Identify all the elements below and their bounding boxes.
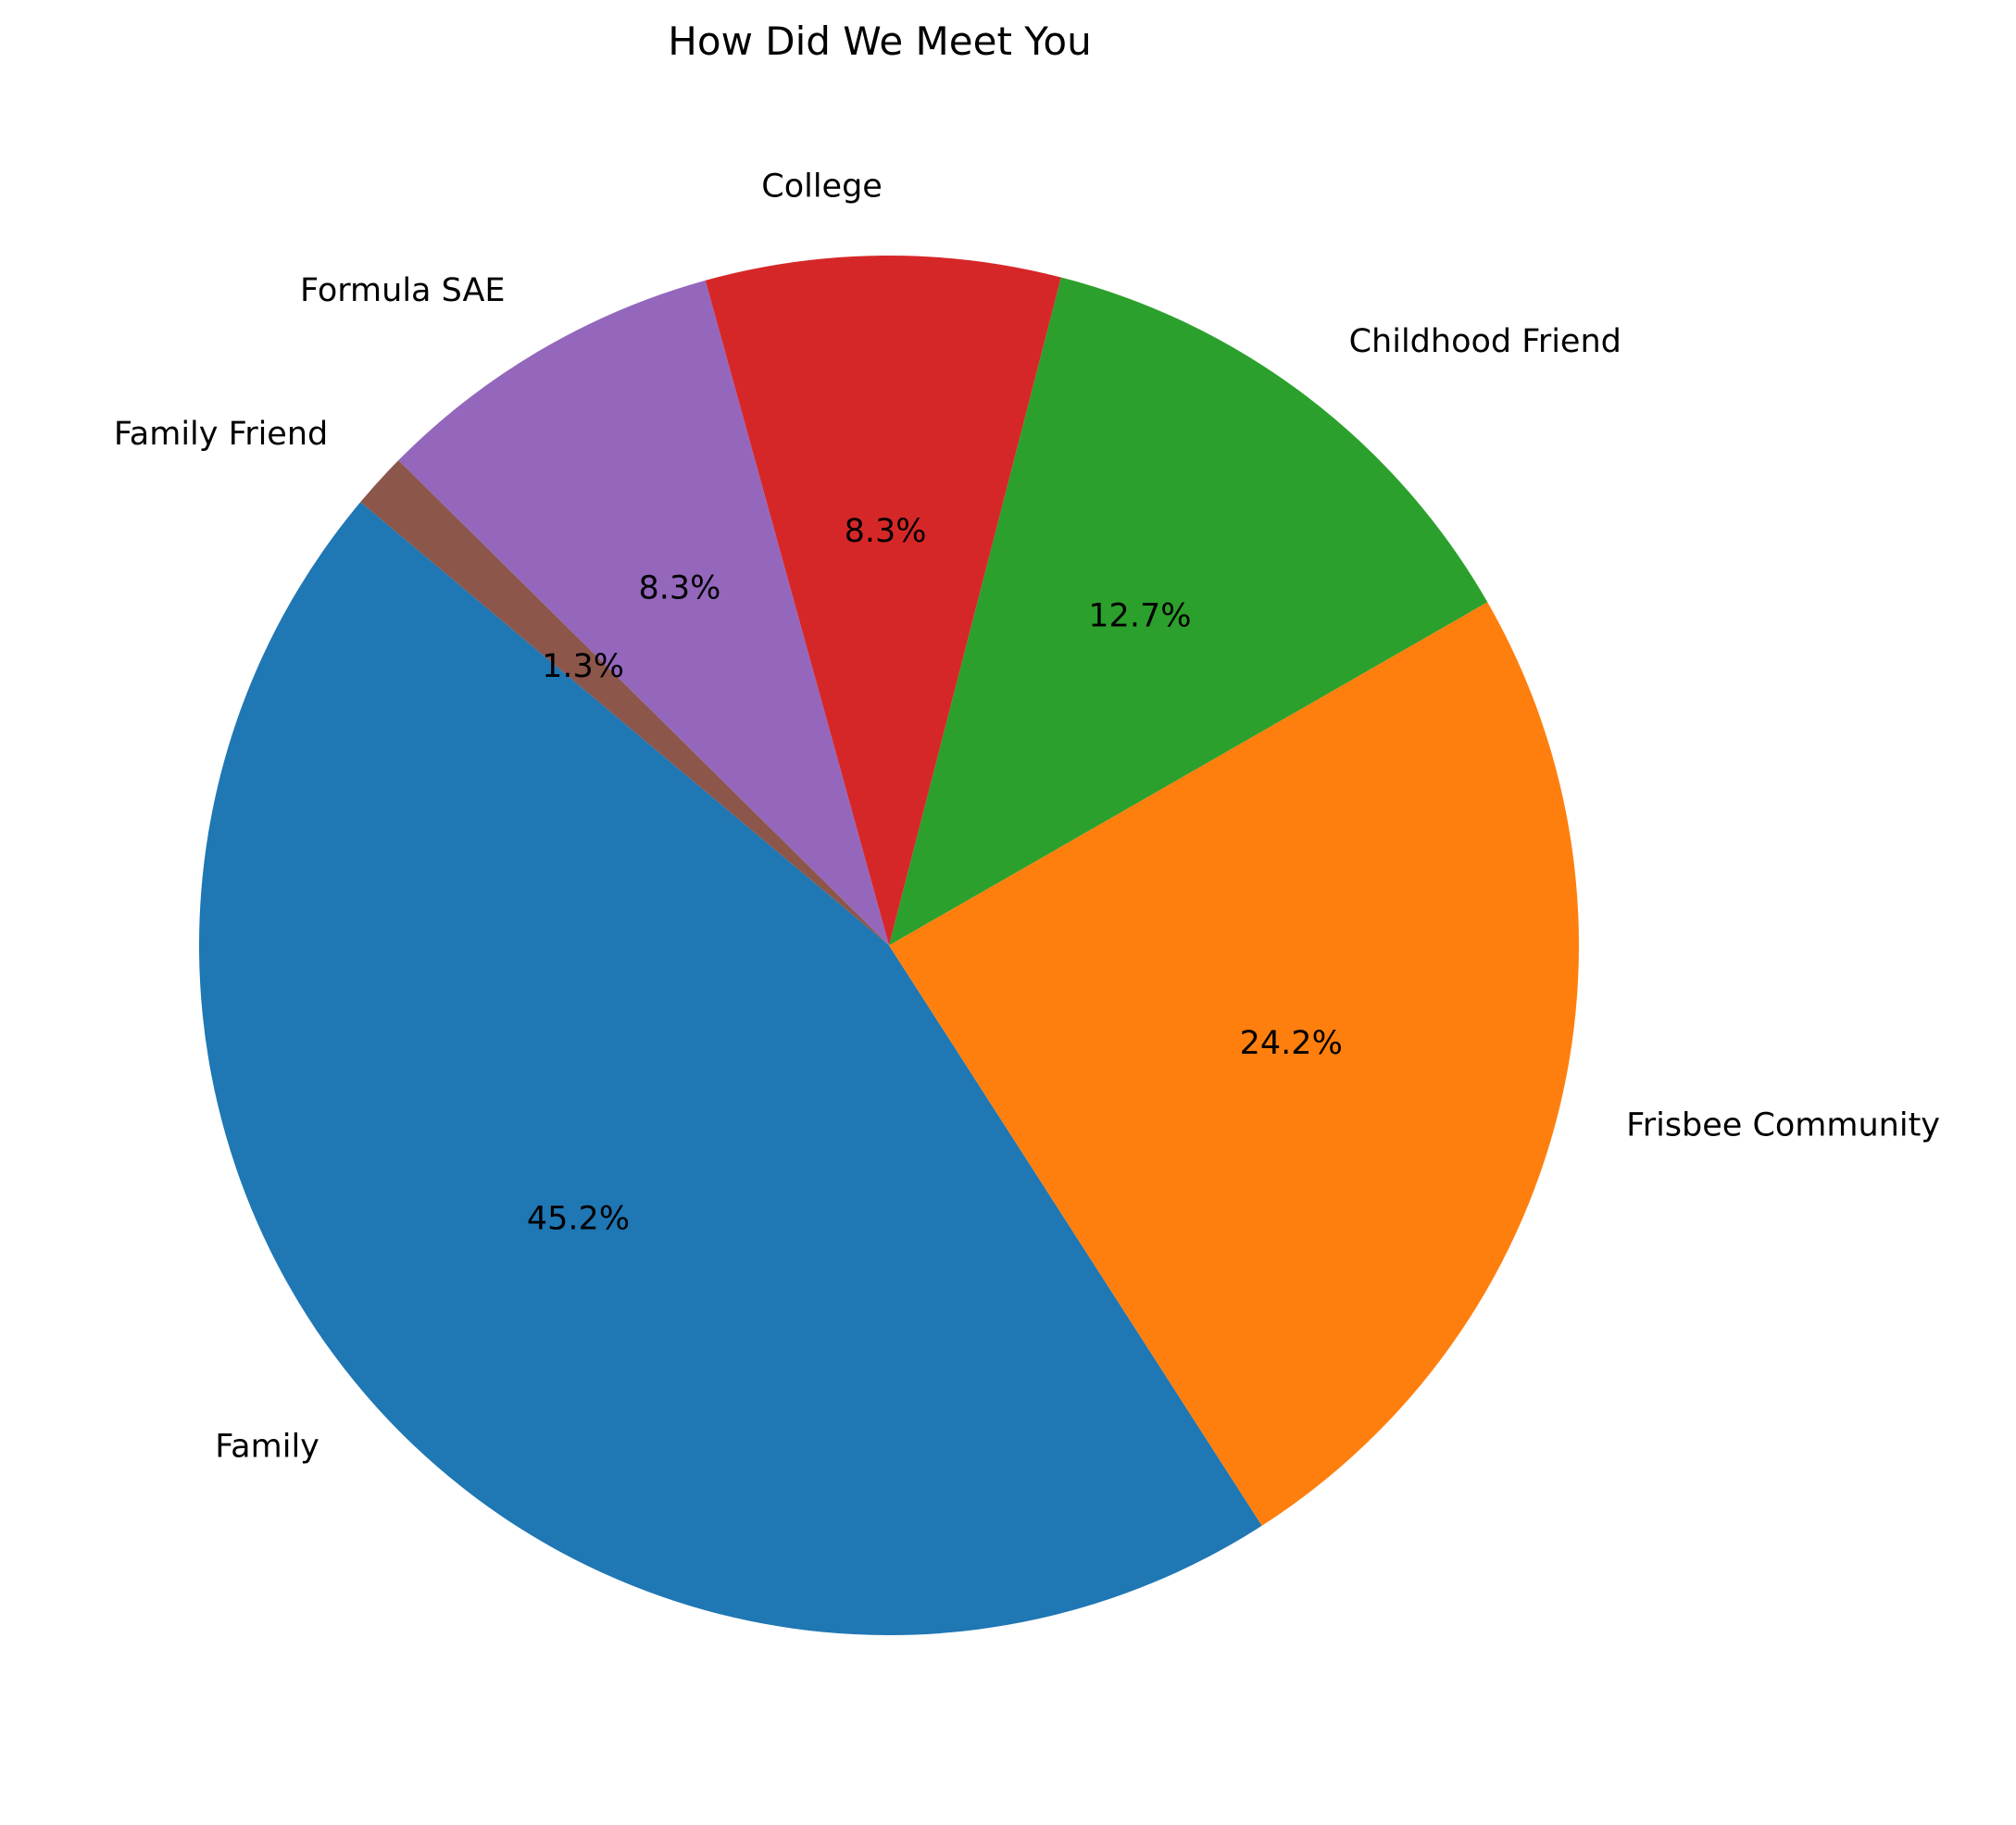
pie-slices (198, 256, 1579, 1636)
slice-label-family-friend: Family Friend (114, 416, 328, 453)
slice-label-frisbee-community: Frisbee Community (1626, 1106, 1940, 1144)
slice-label-formula-sae: Formula SAE (300, 272, 506, 309)
pie-slice-frisbee-community (889, 602, 1579, 1526)
pie-slice-childhood-friend (889, 277, 1488, 946)
chart-title: How Did We Meet You (668, 19, 1092, 64)
slice-labels: Family Frisbee Community Childhood Friend C… (114, 169, 1940, 1466)
percent-label-family: 45.2% (527, 1200, 630, 1237)
slice-label-family: Family (215, 1429, 319, 1466)
pie-slice-family-friend (360, 460, 889, 945)
pie-slice-formula-sae (398, 280, 890, 945)
percent-labels: 45.2% 24.2% 12.7% 8.3% 8.3% 1.3% (527, 513, 1343, 1237)
slice-label-college: College (761, 169, 883, 206)
percent-label-formula-sae: 8.3% (638, 569, 720, 606)
percent-label-college: 8.3% (845, 513, 927, 550)
pie-slice-college (705, 256, 1061, 946)
percent-label-frisbee-community: 24.2% (1240, 1025, 1343, 1062)
percent-label-family-friend: 1.3% (542, 648, 624, 685)
percent-label-childhood-friend: 12.7% (1088, 597, 1191, 634)
pie-slice-family (198, 502, 1262, 1636)
slice-label-childhood-friend: Childhood Friend (1349, 323, 1622, 360)
